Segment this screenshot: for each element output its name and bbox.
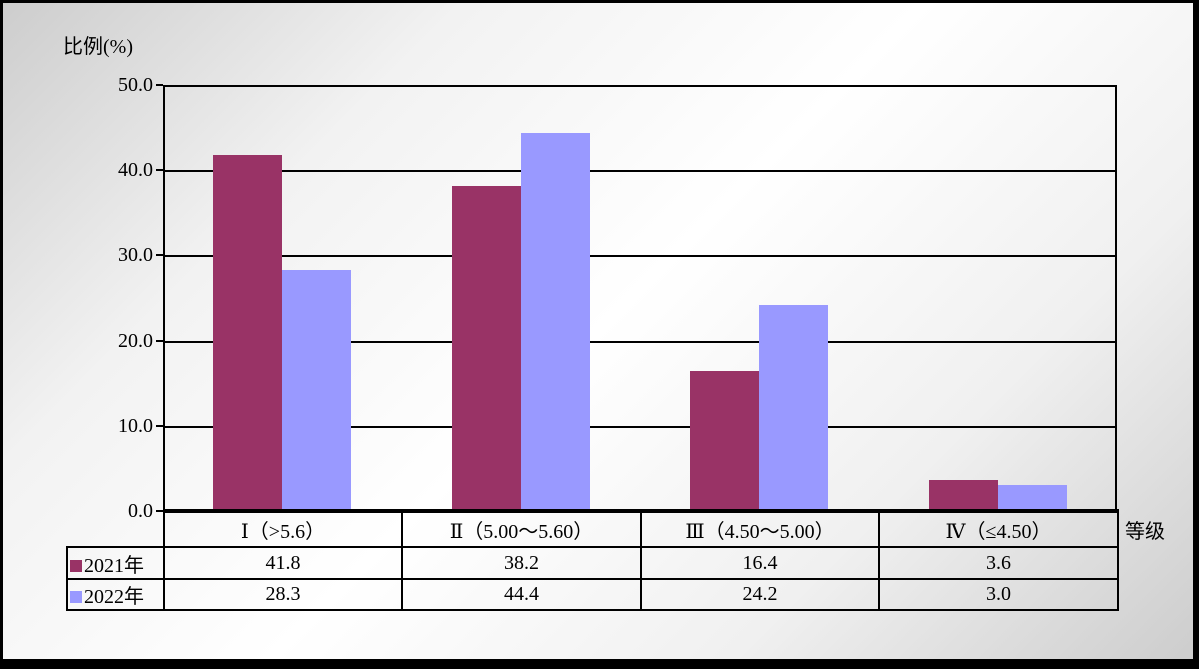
y-tick-label-50.0: 50.0 (118, 74, 153, 96)
legend-label: 2021年 (84, 554, 144, 577)
gridline-30 (165, 255, 1115, 258)
value-2022年-cat2: 44.4 (401, 578, 642, 611)
category-label-3: Ⅲ（4.50～5.00） (640, 509, 880, 548)
y-tick-mark (156, 339, 163, 342)
y-tick-label-20.0: 20.0 (118, 329, 153, 352)
legend-cell-2021年: 2021年 (66, 546, 165, 580)
value-2021年-cat4: 3.6 (878, 546, 1119, 580)
value-2021年-cat2: 38.2 (401, 546, 642, 580)
y-tick-mark (156, 254, 163, 257)
bar-2021年-cat1 (213, 154, 283, 511)
x-axis-title: 等级 (1125, 521, 1165, 543)
bar-2022年-cat1 (282, 269, 352, 511)
legend-swatch-2021年 (70, 559, 82, 572)
gridline-40 (165, 170, 1115, 173)
y-tick-label-30.0: 30.0 (118, 244, 153, 267)
value-2022年-cat1: 28.3 (163, 578, 403, 611)
gridline-10 (165, 425, 1115, 428)
legend-swatch-2022年 (70, 591, 82, 603)
y-tick-mark (156, 510, 163, 512)
bar-2022年-cat2 (520, 132, 590, 511)
category-label-1: Ⅰ（>5.6） (163, 509, 403, 548)
y-tick-label-10.0: 10.0 (118, 414, 153, 437)
category-label-2: Ⅱ（5.00～5.60） (401, 509, 642, 548)
y-tick-mark (156, 84, 163, 86)
y-tick-label-40.0: 40.0 (118, 159, 153, 182)
category-label-4: Ⅳ（≤4.50） (878, 509, 1119, 548)
bar-2021年-cat2 (451, 185, 521, 511)
category-header-row: Ⅰ（>5.6） Ⅱ（5.00～5.60） Ⅲ（4.50～5.00） Ⅳ（≤4.50） (67, 509, 1119, 548)
y-tick-mark (156, 424, 163, 427)
value-2021年-cat1: 41.8 (163, 546, 403, 580)
value-2021年-cat3: 16.4 (640, 546, 880, 580)
gridline-20 (165, 340, 1115, 343)
y-axis-title: 比例(%) (63, 36, 133, 58)
bar-2021年-cat4 (928, 480, 998, 511)
legend-cell-2022年: 2022年 (66, 578, 165, 611)
value-2022年-cat4: 3.0 (878, 578, 1119, 611)
series-row-2022年: 2022年 28.3 44.4 24.2 3.0 (66, 578, 1119, 611)
table-corner-blank (67, 511, 164, 547)
bar-2021年-cat3 (690, 371, 760, 511)
y-tick-mark (156, 169, 163, 172)
bar-2022年-cat3 (759, 304, 829, 511)
legend-label: 2022年 (84, 586, 144, 608)
plot-area (163, 85, 1117, 511)
y-tick-label-0.0: 0.0 (128, 500, 153, 522)
bar-2022年-cat4 (997, 485, 1067, 511)
series-row-2021年: 2021年 41.8 38.2 16.4 3.6 (66, 546, 1119, 580)
value-2022年-cat3: 24.2 (640, 578, 880, 611)
data-table: Ⅰ（>5.6） Ⅱ（5.00～5.60） Ⅲ（4.50～5.00） Ⅳ（≤4.50） 2… (66, 509, 1119, 611)
